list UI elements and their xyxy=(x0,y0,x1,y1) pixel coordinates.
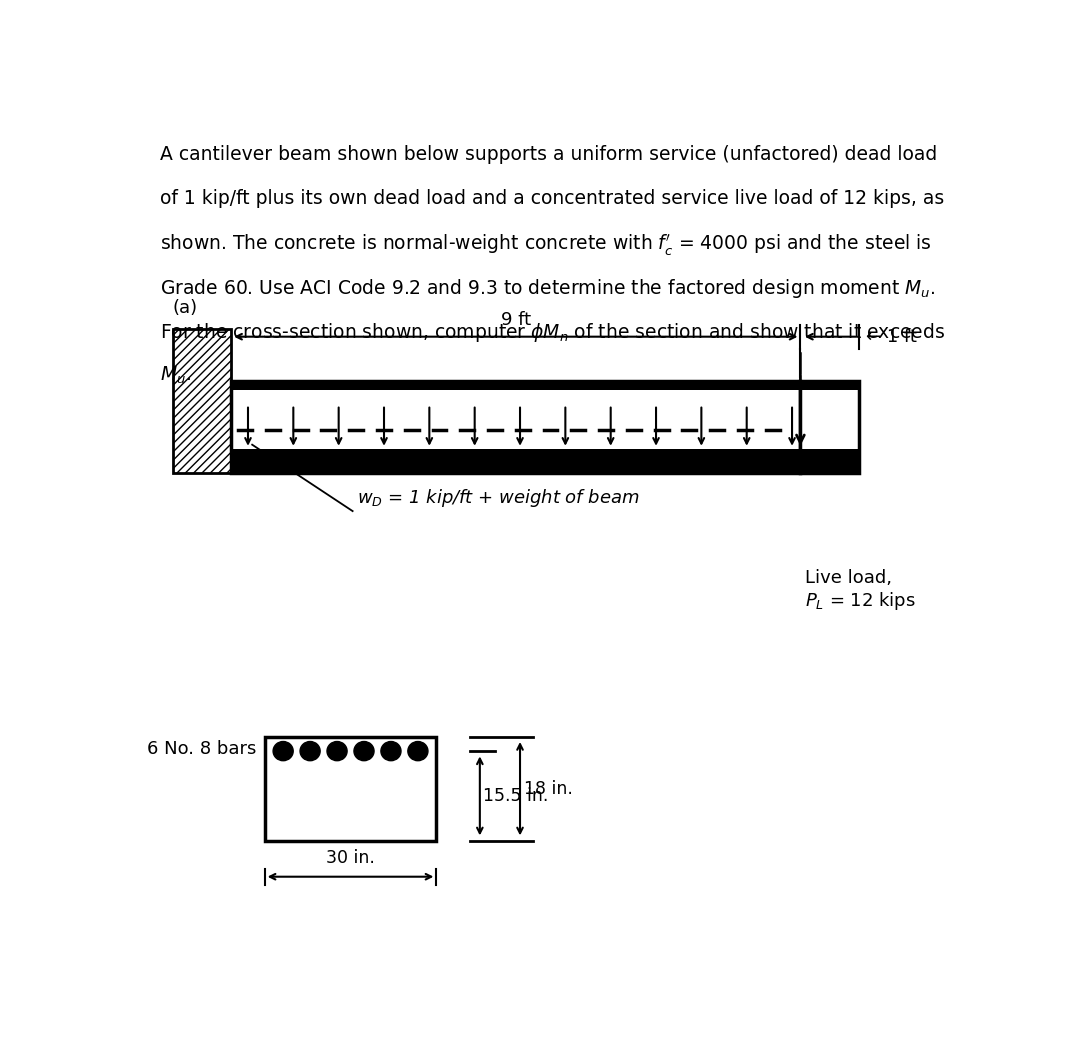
Text: 6 No. 8 bars: 6 No. 8 bars xyxy=(147,740,256,757)
Text: (a): (a) xyxy=(173,298,198,317)
Circle shape xyxy=(408,742,428,761)
Bar xyxy=(231,380,800,473)
Text: $w_D$ = 1 kip/ft + weight of beam: $w_D$ = 1 kip/ft + weight of beam xyxy=(356,486,639,509)
Bar xyxy=(265,737,436,841)
Circle shape xyxy=(300,742,320,761)
Bar xyxy=(173,328,231,473)
Text: 18 in.: 18 in. xyxy=(524,779,573,798)
Bar xyxy=(231,380,800,391)
Text: 9 ft: 9 ft xyxy=(501,311,531,328)
Text: A cantilever beam shown below supports a uniform service (unfactored) dead load: A cantilever beam shown below supports a… xyxy=(160,144,937,164)
Text: $M_u$.: $M_u$. xyxy=(160,365,191,387)
Text: For the cross-section shown, computer $\phi M_n$ of the section and show that it: For the cross-section shown, computer $\… xyxy=(160,321,945,344)
Bar xyxy=(231,449,800,473)
Text: Live load,
$P_L$ = 12 kips: Live load, $P_L$ = 12 kips xyxy=(805,568,916,612)
Text: 15.5 in.: 15.5 in. xyxy=(483,787,549,805)
Circle shape xyxy=(354,742,374,761)
Bar xyxy=(800,380,859,391)
Text: shown. The concrete is normal-weight concrete with $f_c'$ = 4000 psi and the ste: shown. The concrete is normal-weight con… xyxy=(160,233,932,258)
Circle shape xyxy=(273,742,293,761)
Circle shape xyxy=(327,742,347,761)
Circle shape xyxy=(381,742,401,761)
Text: 30 in.: 30 in. xyxy=(326,849,375,868)
Text: ← 1 ft: ← 1 ft xyxy=(866,327,917,346)
Bar xyxy=(800,449,859,473)
Bar xyxy=(800,380,859,473)
Text: Grade 60. Use ACI Code 9.2 and 9.3 to determine the factored design moment $M_u$: Grade 60. Use ACI Code 9.2 and 9.3 to de… xyxy=(160,276,935,299)
Text: of 1 kip/ft plus its own dead load and a concentrated service live load of 12 ki: of 1 kip/ft plus its own dead load and a… xyxy=(160,189,944,208)
